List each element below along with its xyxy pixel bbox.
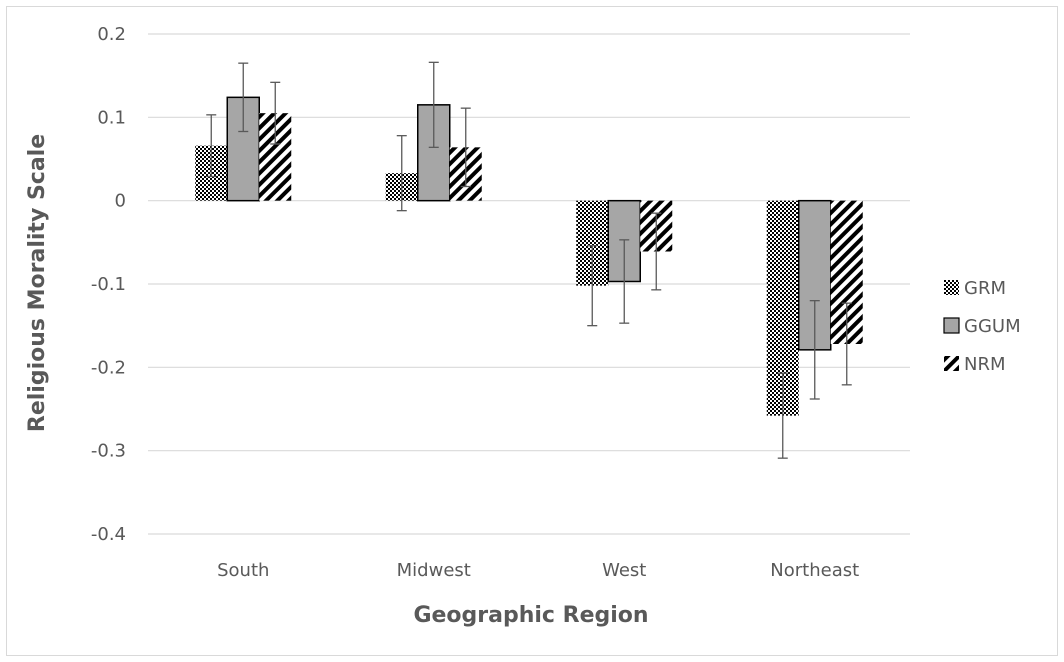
legend: GRM GGUM NRM: [943, 278, 1021, 375]
legend-label: GRM: [964, 278, 1006, 299]
x-tick-labels: South Midwest West Northeast: [217, 560, 859, 581]
error-bar-nrm-west: [651, 212, 662, 291]
error-bar-grm-northeast: [777, 372, 788, 459]
error-bar-grm-west: [587, 245, 598, 327]
error-bar-nrm-northeast: [841, 302, 852, 386]
x-tick-label: Midwest: [397, 560, 471, 581]
y-tick-label: -0.2: [91, 357, 126, 378]
x-tick-label: Northeast: [770, 560, 859, 581]
legend-swatch: [944, 356, 959, 371]
error-bar-ggum-midwest: [428, 61, 439, 148]
legend-label: NRM: [964, 354, 1006, 375]
y-axis-title: Religious Morality Scale: [25, 134, 50, 432]
error-bar-ggum-south: [238, 62, 249, 133]
x-axis-title: Geographic Region: [413, 603, 648, 628]
legend-label: GGUM: [964, 316, 1021, 337]
error-bar-ggum-west: [619, 239, 630, 324]
legend-item-ggum: GGUM: [943, 316, 1021, 337]
error-bar-ggum-northeast: [809, 300, 820, 400]
x-tick-label: South: [217, 560, 269, 581]
error-bar-grm-midwest: [396, 135, 407, 212]
error-bar-nrm-south: [270, 81, 281, 145]
error-bars: [206, 61, 852, 459]
legend-swatch: [943, 317, 960, 334]
legend-swatch: [944, 280, 959, 295]
legend-item-nrm: NRM: [944, 354, 1006, 375]
y-tick-labels: 0.2 0.1 0 -0.1 -0.2 -0.3 -0.4: [91, 24, 126, 545]
x-tick-label: West: [602, 560, 646, 581]
y-tick-label: -0.1: [91, 274, 126, 295]
legend-item-grm: GRM: [944, 278, 1006, 299]
error-bar-grm-south: [206, 114, 217, 178]
error-bar-nrm-midwest: [460, 107, 471, 188]
y-tick-label: -0.4: [91, 524, 126, 545]
y-tick-label: 0.2: [97, 24, 126, 45]
y-tick-label: 0.1: [97, 107, 126, 128]
y-tick-label: 0: [115, 191, 126, 212]
y-tick-label: -0.3: [91, 441, 126, 462]
chart-frame: [6, 6, 1058, 656]
